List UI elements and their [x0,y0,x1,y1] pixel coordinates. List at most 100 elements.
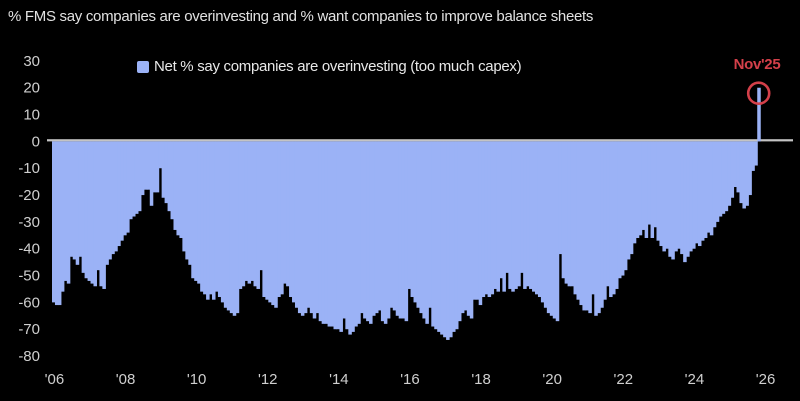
bar [591,141,595,295]
bar [111,141,115,255]
bar [173,141,177,230]
x-tick-label: '24 [685,371,705,388]
bar [336,141,340,330]
bar [93,141,97,287]
bar [697,141,702,247]
y-tick-label: -80 [18,348,40,365]
bar [253,141,258,287]
x-tick-label: '14 [329,371,349,388]
bar [686,141,690,257]
bar [721,141,726,214]
bar [552,141,557,319]
bar [265,141,269,300]
bar [638,141,643,236]
y-tick-label: 0 [32,133,40,150]
bar [751,141,755,171]
bar [407,141,412,289]
bar [727,141,732,206]
bar [241,141,246,287]
bar [369,141,373,324]
bar [437,141,441,332]
bar [463,141,468,311]
chart-title: % FMS say companies are overinvesting an… [8,8,594,25]
bar [475,141,480,300]
bar [523,141,527,289]
bar [692,141,696,249]
bar [680,141,684,255]
bar [434,141,438,330]
bar [623,141,628,271]
bar [620,141,625,276]
bar [250,141,255,281]
bar [603,141,607,300]
bar [573,141,578,295]
bar [757,87,761,142]
bar [81,141,86,273]
bar [629,141,634,255]
bar [54,141,59,306]
bar [52,141,56,303]
bar [300,141,305,316]
bar [585,141,589,311]
bar [342,141,346,319]
bar [176,141,180,236]
bar [330,141,335,327]
bar [303,141,308,314]
x-tick-label: '10 [187,371,207,388]
bar [96,141,100,271]
x-tick-label: '12 [258,371,278,388]
bar [457,141,462,322]
y-tick-label: -70 [18,321,40,338]
bar [469,141,474,319]
bar [182,141,186,252]
bar [232,141,237,316]
bar [146,141,151,190]
legend: Net % say companies are overinvesting (t… [137,58,522,75]
bar [431,141,435,327]
bar [532,141,536,292]
bar [108,141,112,260]
bar [312,141,317,319]
bar [487,141,492,298]
bar [212,141,216,300]
bar [712,141,717,228]
bar [398,141,403,319]
bar [126,141,130,233]
bar [594,141,598,316]
bar [703,141,708,238]
bar [259,141,263,271]
bar [612,141,616,295]
bar [748,141,752,196]
bar [484,141,489,295]
bar [606,141,610,287]
bar [209,141,213,295]
bar [745,141,749,206]
bar [321,141,326,324]
bar [700,141,705,241]
bar [570,141,575,287]
bar [226,141,231,311]
bar [280,141,284,295]
bar [348,141,352,335]
bar [410,141,415,298]
bar [194,141,198,281]
bar [286,141,290,287]
bar [377,141,382,311]
bar [66,141,71,284]
bar [247,141,252,284]
bar [472,141,477,300]
bar [535,141,539,295]
bar [695,141,699,244]
bar [404,141,409,322]
bar [229,141,234,314]
bar [466,141,471,316]
bar [318,141,323,322]
bar [582,141,586,311]
x-tick-label: '22 [614,371,634,388]
bar [152,141,157,193]
bar [662,141,666,252]
bar [292,141,296,303]
bar [289,141,293,298]
bar [380,141,385,322]
